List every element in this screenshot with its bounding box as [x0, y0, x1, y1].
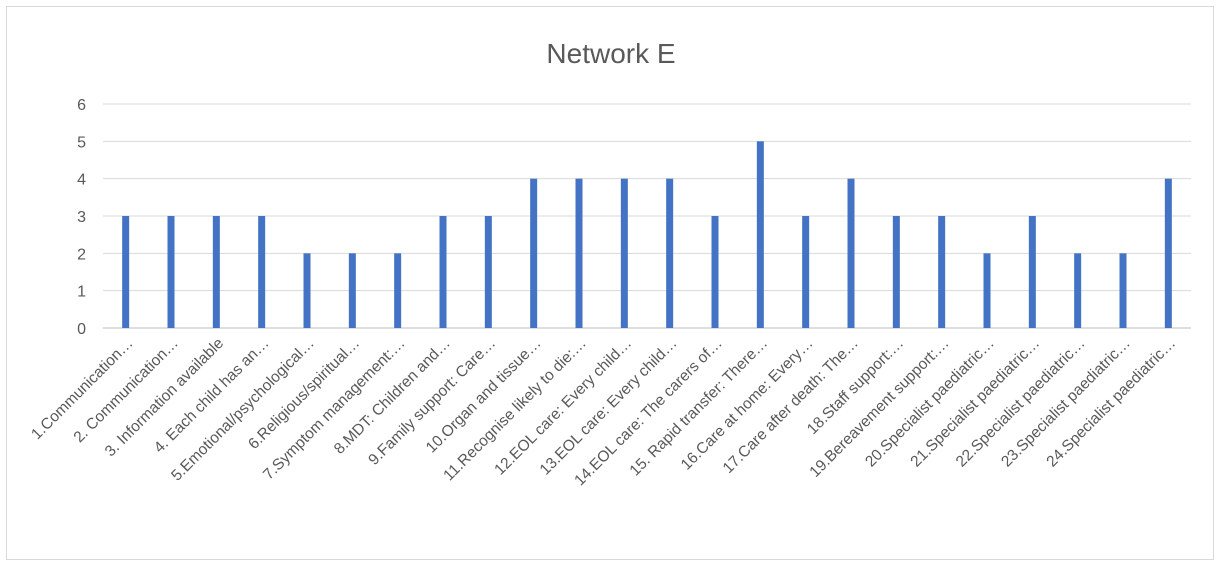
bar	[666, 178, 674, 328]
bar	[711, 216, 719, 328]
bar	[802, 216, 810, 328]
bar	[212, 216, 220, 328]
bar	[167, 216, 175, 328]
bar	[983, 253, 991, 328]
bar	[122, 216, 130, 328]
bar	[756, 141, 764, 328]
gridlines	[103, 103, 1191, 329]
y-tick-label: 4	[77, 172, 86, 189]
y-tick-label: 0	[77, 321, 86, 338]
y-axis-ticks: 0 1 2 3 4 5 6	[77, 97, 86, 338]
bar	[484, 216, 492, 328]
y-tick-label: 2	[77, 246, 86, 263]
y-tick-label: 1	[77, 284, 86, 301]
y-tick-label: 5	[77, 134, 86, 151]
bar	[1119, 253, 1127, 328]
bar	[892, 216, 900, 328]
y-tick-label: 6	[77, 97, 86, 114]
bar	[575, 178, 583, 328]
bar-chart: Network E 0 1 2 3 4 5 6 1.Communication…2. Com…	[28, 38, 1191, 490]
bar	[620, 178, 628, 328]
bar	[348, 253, 356, 328]
bar	[938, 216, 946, 328]
bar	[1164, 178, 1172, 328]
x-axis-ticks: 1.Communication…2. Communication…3. Info…	[28, 335, 1179, 490]
bar	[258, 216, 266, 328]
chart-title: Network E	[546, 38, 675, 69]
chart-frame: Network E 0 1 2 3 4 5 6 1.Communication… 2. Com…	[6, 6, 1214, 560]
bar	[530, 178, 538, 328]
bar	[394, 253, 402, 328]
bars	[122, 141, 1172, 328]
y-tick-label: 3	[77, 209, 86, 226]
bar	[1074, 253, 1082, 328]
bar	[303, 253, 311, 328]
bar	[1028, 216, 1036, 328]
bar	[439, 216, 447, 328]
bar	[847, 178, 855, 328]
